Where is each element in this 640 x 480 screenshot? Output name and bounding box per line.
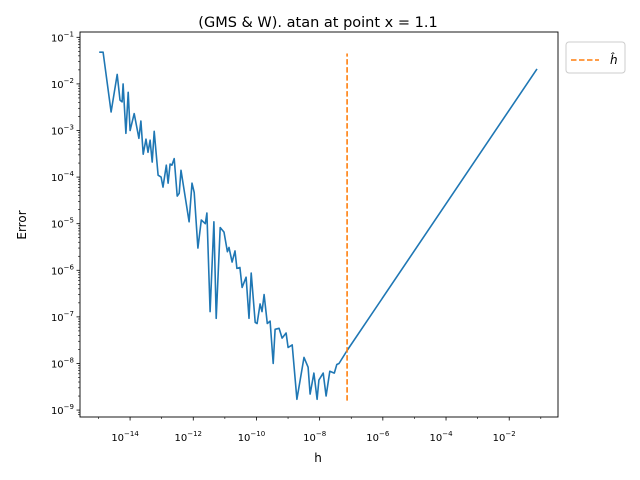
x-tick-label: 10−14 xyxy=(111,430,139,444)
x-tick-label: 10−10 xyxy=(238,430,266,444)
legend-label-hhat: ĥ xyxy=(610,52,618,67)
error-curve xyxy=(99,51,538,401)
y-tick-label: 10−8 xyxy=(51,356,74,370)
y-tick-label: 10−4 xyxy=(51,170,75,184)
legend: ĥ xyxy=(565,41,626,74)
x-tick-label: 10−4 xyxy=(429,430,453,444)
x-tick-label: 10−2 xyxy=(493,430,516,444)
y-tick-label: 10−1 xyxy=(51,30,74,44)
y-tick-label: 10−5 xyxy=(51,217,74,231)
y-tick-label: 10−2 xyxy=(51,77,74,91)
y-axis-label: Error xyxy=(15,210,29,239)
x-axis-label: h xyxy=(314,451,322,465)
legend-box xyxy=(565,41,626,74)
plot-series xyxy=(99,51,538,401)
axes-frame xyxy=(79,31,559,418)
y-tick-label: 10−7 xyxy=(51,310,74,324)
x-tick-label: 10−12 xyxy=(175,430,203,444)
x-tick-label: 10−8 xyxy=(303,430,326,444)
chart-title: (GMS & W). atan at point x = 1.1 xyxy=(198,15,437,31)
y-tick-label: 10−3 xyxy=(51,123,74,137)
y-tick-label: 10−6 xyxy=(51,263,75,277)
y-tick-label: 10−9 xyxy=(51,403,74,417)
x-tick-label: 10−6 xyxy=(366,430,390,444)
axis-ticks: 10−14 10−12 10−10 10−8 10−6 10−4 10−2 10−9 10−8 1… xyxy=(51,30,542,444)
